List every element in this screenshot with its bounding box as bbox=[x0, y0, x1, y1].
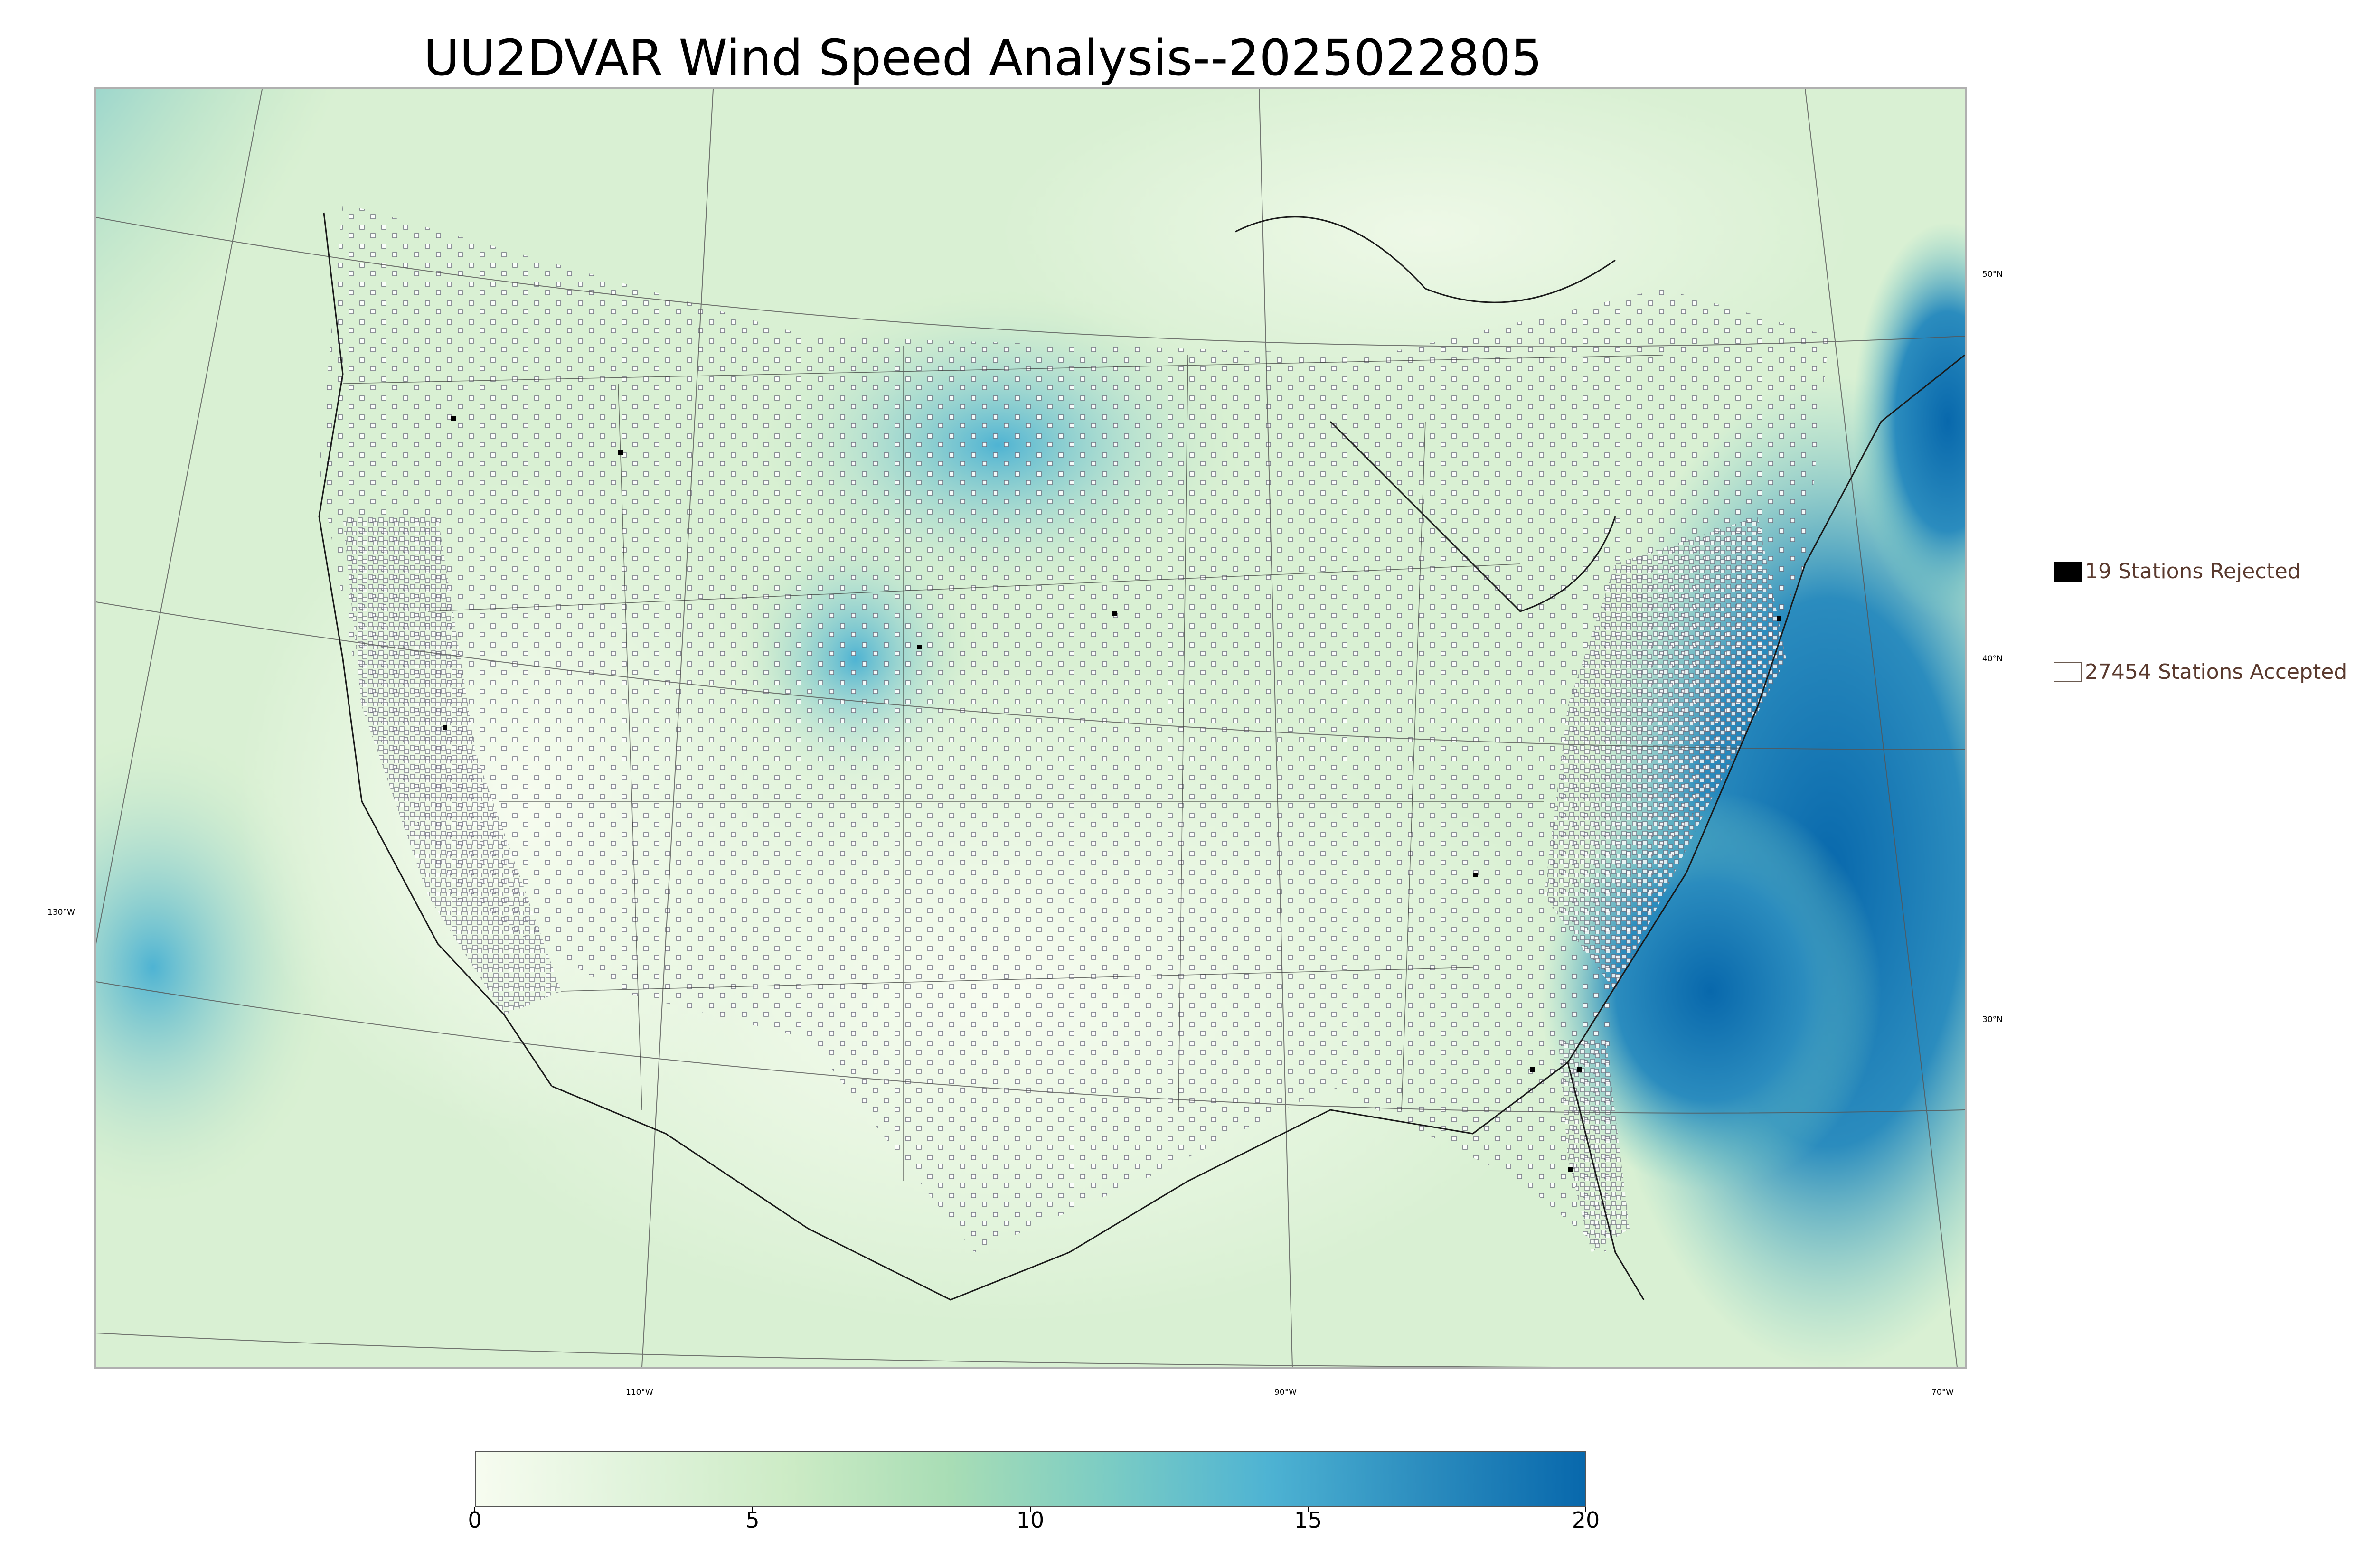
map-panel[interactable] bbox=[94, 87, 1967, 1369]
lon-label-110w: 110°W bbox=[626, 1388, 653, 1397]
colorbar-tick-label: 15 bbox=[1294, 1507, 1322, 1533]
wind-speed-colorbar bbox=[475, 1451, 1586, 1507]
colorbar-tick bbox=[474, 1507, 475, 1512]
lat-label-40n: 40°N bbox=[1982, 654, 2003, 664]
wind-speed-map[interactable] bbox=[96, 89, 1965, 1367]
colorbar-tick bbox=[1585, 1507, 1586, 1512]
rejected-stations bbox=[443, 416, 1781, 1172]
colorbar-tick-label: 5 bbox=[745, 1507, 760, 1533]
accepted-stations-cluster bbox=[319, 203, 1829, 1252]
rejected-label: 19 Stations Rejected bbox=[2085, 559, 2301, 583]
canada-east-wind-field bbox=[1853, 222, 1965, 621]
lon-label-130w: 130°W bbox=[47, 908, 75, 917]
accepted-stations-dense-west bbox=[343, 516, 561, 1015]
rejected-swatch bbox=[2054, 561, 2082, 582]
accepted-swatch bbox=[2054, 662, 2082, 682]
lon-label-90w: 90°W bbox=[1274, 1388, 1297, 1397]
lat-label-50n: 50°N bbox=[1982, 270, 2003, 279]
legend-rejected: 19 Stations Rejected bbox=[2054, 559, 2301, 583]
colorbar-tick-label: 10 bbox=[1016, 1507, 1045, 1533]
graticule bbox=[96, 89, 1965, 1367]
colorbar-tick bbox=[1308, 1507, 1309, 1512]
accepted-stations-dense-east bbox=[1544, 516, 1786, 991]
lat-label-30n: 30°N bbox=[1982, 1015, 2003, 1024]
lon-label-70w: 70°W bbox=[1931, 1388, 1954, 1397]
pacific-wind-field bbox=[96, 89, 428, 516]
coastlines bbox=[318, 212, 1965, 1301]
colorbar-tick bbox=[1030, 1507, 1031, 1512]
colorbar-tick-label: 0 bbox=[468, 1507, 482, 1533]
accepted-label: 27454 Stations Accepted bbox=[2085, 660, 2347, 684]
legend-accepted: 27454 Stations Accepted bbox=[2054, 660, 2347, 684]
accepted-stations-dense-florida bbox=[1558, 1039, 1630, 1252]
colorbar-tick bbox=[752, 1507, 753, 1512]
map-title: UU2DVAR Wind Speed Analysis--2025022805 bbox=[423, 29, 1543, 87]
colorbar-tick-label: 20 bbox=[1572, 1507, 1600, 1533]
state-borders bbox=[342, 346, 1663, 1181]
